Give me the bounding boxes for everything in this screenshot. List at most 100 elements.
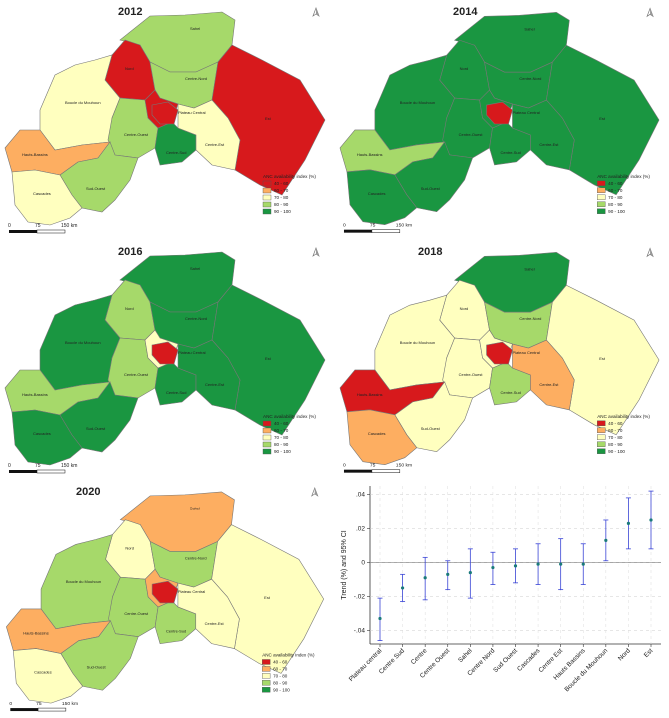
region-label-cascades: Cascades: [368, 191, 386, 196]
trend-point: [513, 564, 518, 568]
scale-label-mid: 75: [35, 223, 41, 229]
legend-label: 70 - 80: [274, 195, 289, 200]
scale-bar: 0 75 150 km: [8, 223, 77, 234]
scale-segment-light: [36, 469, 66, 474]
legend-swatch: [262, 208, 272, 215]
region-label-sudouest: Sud-Ouest: [86, 186, 106, 191]
scale-label-zero: 0: [343, 463, 346, 469]
legend-label: 70 - 80: [273, 674, 288, 679]
region-centreest: [177, 578, 240, 649]
trend-chart: -.04 -.02 0 .02 .04 Trend (%) and 95% CI Plate…: [341, 486, 661, 693]
region-label-cascades: Cascades: [33, 191, 51, 196]
region-label-centrenord: Centre-Nord: [185, 555, 207, 560]
region-label-nord: Nord: [125, 66, 134, 71]
legend-swatch: [597, 434, 606, 440]
region-label-centreouest: Centre-Ouest: [459, 372, 484, 377]
legend-swatch: [262, 420, 272, 427]
region-label-centrenord: Centre-Nord: [519, 76, 541, 81]
map-year-title: 2014: [453, 6, 478, 18]
x-tick-label: Boucle du Mouhoun: [563, 647, 609, 693]
x-tick-label: Est: [643, 647, 655, 659]
region-label-est: Est: [265, 356, 272, 361]
legend-swatch: [597, 201, 606, 207]
north-arrow-icon: [646, 247, 654, 258]
legend-label: 70 - 80: [274, 435, 289, 440]
scale-label-end: 150 km: [396, 223, 412, 229]
legend-label: 40 - 60: [273, 660, 288, 665]
trend-point: [400, 586, 405, 590]
legend: ANC availability index (%) 40 - 60 60 - 70…: [262, 653, 315, 692]
trend-point: [491, 565, 495, 570]
region-cascades: [11, 169, 83, 226]
region-label-boucle: Boucle du Mouhoun: [65, 340, 101, 345]
legend-swatch: [262, 666, 271, 672]
legend-label: 40 - 60: [608, 421, 623, 426]
x-tick-label: Sud Ouest: [492, 647, 519, 674]
trend-point: [446, 572, 450, 576]
region-label-boucle: Boucle du Mouhoun: [400, 100, 435, 105]
map-panel-2016: 2016 Sahel Nord Centre-Nord Est Boucle du Mo…: [0, 240, 335, 480]
region-label-sudouest: Sud-Ouest: [87, 664, 107, 669]
region-label-est: Est: [265, 116, 272, 121]
scale-label-zero: 0: [9, 701, 12, 707]
region-label-est: Est: [599, 356, 606, 361]
choropleth-map: Sahel Nord Centre-Nord Est Boucle du Mouhoun…: [6, 486, 325, 712]
scale-label-end: 150 km: [61, 223, 77, 229]
legend: ANC availability index (%) 40 - 60 60 - 70…: [262, 414, 316, 455]
legend-label: 40 - 60: [274, 421, 289, 426]
region-label-centrenord: Centre-Nord: [519, 316, 541, 321]
choropleth-map: Sahel Nord Centre-Nord Est Boucle du Mouhoun…: [4, 7, 326, 234]
region-label-hauts: Hauts-Bassins: [357, 392, 383, 397]
region-cascades: [346, 409, 418, 465]
legend-swatch: [262, 448, 272, 455]
north-arrow-icon: [311, 486, 319, 497]
legend-swatch: [262, 201, 272, 208]
region-label-sudouest: Sud-Ouest: [421, 426, 441, 431]
region-label-hauts: Hauts-Bassins: [22, 152, 48, 157]
scale-segment-light: [371, 229, 401, 233]
region-centre: [151, 341, 179, 365]
region-label-boucle: Boucle du Mouhoun: [400, 340, 435, 345]
region-label-centreest: Centre-Est: [539, 142, 559, 147]
trend-point: [604, 538, 608, 542]
y-tick-label: 0: [361, 559, 365, 566]
legend-label: 60 - 70: [273, 667, 288, 672]
region-centre: [486, 101, 513, 125]
scale-label-end: 150 km: [396, 463, 412, 469]
region-label-sahel: Sahel: [190, 26, 200, 31]
map-year-title: 2012: [118, 6, 143, 18]
trend-point: [468, 571, 472, 575]
legend-label: 80 - 90: [274, 202, 289, 207]
choropleth-map: Sahel Nord Centre-Nord Est Boucle du Mouhoun…: [339, 7, 660, 233]
legend-swatch: [262, 673, 271, 679]
region-centreest: [512, 99, 575, 171]
y-tick-label: -.04: [354, 627, 366, 634]
region-label-centreouest: Centre-Ouest: [124, 132, 149, 137]
region-label-nord: Nord: [460, 306, 469, 311]
y-axis-label: Trend (%) and 95% CI: [341, 530, 348, 599]
scale-label-zero: 0: [8, 223, 11, 229]
region-label-sahel: Sahel: [190, 266, 200, 271]
legend-label: 40 - 60: [274, 181, 289, 186]
scale-label-zero: 0: [8, 463, 11, 469]
legend-title: ANC availability index (%): [597, 414, 650, 419]
trend-point: [536, 562, 540, 566]
map-year-title: 2016: [118, 246, 143, 258]
legend-swatch: [597, 420, 606, 427]
region-label-est: Est: [264, 595, 271, 600]
region-centre: [151, 101, 179, 125]
region-label-sahel: Sahel: [524, 26, 534, 31]
region-cascades: [346, 169, 418, 225]
legend-swatch: [597, 208, 606, 214]
x-tick-label: Sahel: [457, 647, 474, 664]
region-label-centresud: Centre-Sud: [166, 150, 186, 155]
region-label-hauts: Hauts-Bassins: [357, 152, 383, 157]
region-label-plateau: Plateau Central: [512, 110, 539, 115]
map-panel-2012: 2012 Sahel Nord Centre-Nord Est Boucle du Mo…: [0, 0, 335, 240]
trend-chart-panel: -.04 -.02 0 .02 .04 Trend (%) and 95% CI Plate…: [335, 480, 669, 718]
legend: ANC availability index (%) 40 - 60 60 - 70…: [597, 414, 650, 454]
legend-swatch: [262, 434, 272, 441]
region-label-centresud: Centre-Sud: [166, 390, 186, 395]
scale-segment-light: [37, 707, 67, 712]
scale-segment-dark: [9, 470, 37, 473]
